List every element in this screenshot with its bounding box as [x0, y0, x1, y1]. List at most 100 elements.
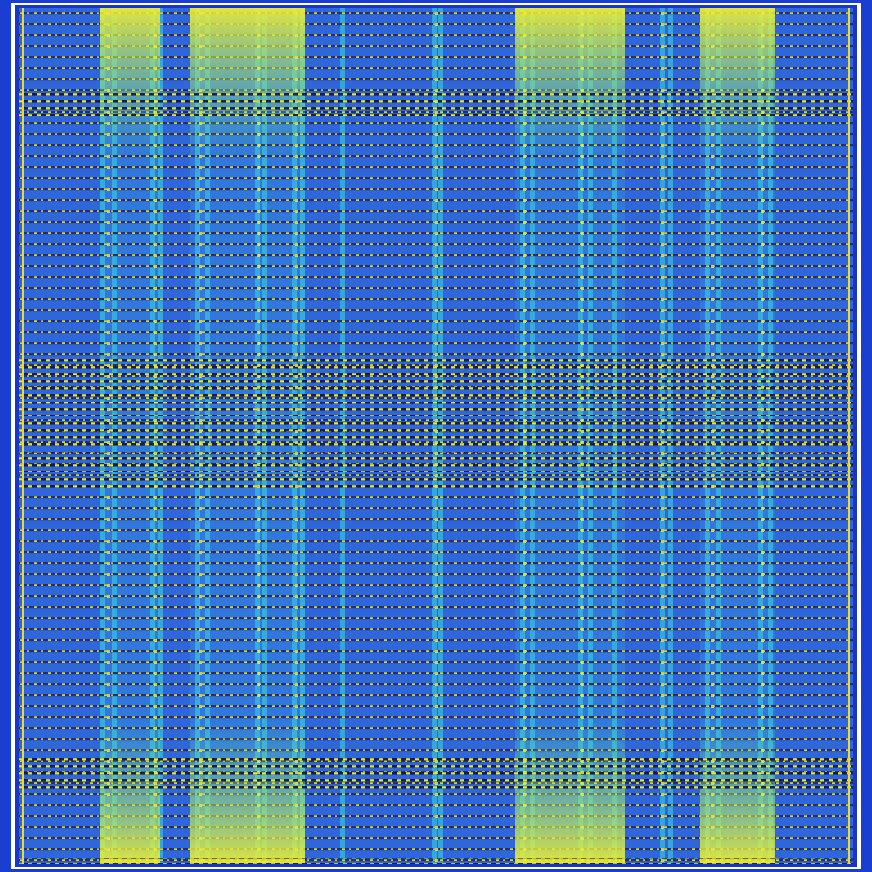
via: [199, 826, 202, 829]
via: [435, 694, 438, 697]
via: [581, 793, 584, 796]
via: [435, 309, 438, 312]
via: [435, 122, 438, 125]
via: [199, 694, 202, 697]
via: [711, 518, 714, 521]
via: [711, 78, 714, 81]
via: [107, 496, 110, 499]
via: [761, 430, 764, 433]
via: [711, 342, 714, 345]
via: [435, 727, 438, 730]
via: [661, 441, 664, 444]
via: [295, 529, 298, 532]
via: [257, 441, 260, 444]
via: [107, 727, 110, 730]
via: [581, 144, 584, 147]
via: [154, 771, 157, 774]
via: [761, 661, 764, 664]
via: [154, 34, 157, 37]
via: [761, 771, 764, 774]
via: [435, 804, 438, 807]
via: [581, 540, 584, 543]
via: [257, 188, 260, 191]
via: [199, 78, 202, 81]
via: [107, 210, 110, 213]
via: [761, 694, 764, 697]
via: [435, 397, 438, 400]
via: [154, 67, 157, 70]
dense-band: [19, 474, 853, 492]
via: [199, 639, 202, 642]
via: [107, 606, 110, 609]
via: [523, 353, 526, 356]
via: [581, 507, 584, 510]
via: [154, 628, 157, 631]
via: [295, 441, 298, 444]
via: [154, 474, 157, 477]
via: [435, 518, 438, 521]
via: [107, 595, 110, 598]
via: [761, 496, 764, 499]
via: [295, 34, 298, 37]
via: [107, 848, 110, 851]
via: [295, 254, 298, 257]
via: [435, 529, 438, 532]
via: [295, 89, 298, 92]
via: [711, 584, 714, 587]
via: [661, 573, 664, 576]
via: [257, 232, 260, 235]
via: [295, 397, 298, 400]
via: [199, 386, 202, 389]
via: [199, 617, 202, 620]
via: [661, 78, 664, 81]
via: [523, 397, 526, 400]
via: [581, 760, 584, 763]
via: [523, 155, 526, 158]
via: [295, 408, 298, 411]
via: [199, 474, 202, 477]
via: [199, 727, 202, 730]
glow-bottom: [515, 720, 625, 864]
via: [295, 804, 298, 807]
via: [523, 782, 526, 785]
via: [435, 287, 438, 290]
glow-bottom: [100, 720, 160, 864]
via: [711, 232, 714, 235]
via: [257, 56, 260, 59]
via: [257, 309, 260, 312]
via: [257, 34, 260, 37]
glow-top: [190, 8, 305, 158]
via: [257, 265, 260, 268]
via: [295, 298, 298, 301]
via: [581, 67, 584, 70]
via: [199, 837, 202, 840]
via: [761, 463, 764, 466]
via: [523, 727, 526, 730]
via: [523, 694, 526, 697]
via: [295, 771, 298, 774]
via: [199, 122, 202, 125]
via: [257, 122, 260, 125]
via: [581, 518, 584, 521]
via: [257, 419, 260, 422]
via: [154, 287, 157, 290]
via: [199, 441, 202, 444]
via: [435, 826, 438, 829]
via: [435, 111, 438, 114]
via: [435, 331, 438, 334]
via: [711, 12, 714, 15]
via: [523, 78, 526, 81]
via: [295, 485, 298, 488]
via: [295, 111, 298, 114]
via: [154, 496, 157, 499]
via: [435, 254, 438, 257]
via: [107, 199, 110, 202]
via: [661, 320, 664, 323]
via: [107, 859, 110, 862]
via: [257, 672, 260, 675]
via: [711, 155, 714, 158]
via: [199, 485, 202, 488]
via: [523, 188, 526, 191]
via: [435, 166, 438, 169]
via: [581, 408, 584, 411]
